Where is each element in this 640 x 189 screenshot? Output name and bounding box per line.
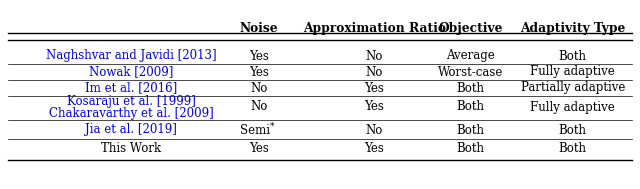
Text: No: No (365, 50, 383, 63)
Text: Jia et al. [2019]: Jia et al. [2019] (85, 123, 177, 136)
Text: Yes: Yes (249, 142, 269, 154)
Text: Yes: Yes (249, 50, 269, 63)
Text: Noise: Noise (240, 22, 278, 35)
Text: Fully adaptive: Fully adaptive (531, 101, 615, 114)
Text: Naghshvar and Javidi [2013]: Naghshvar and Javidi [2013] (46, 50, 216, 63)
Text: No: No (250, 101, 268, 114)
Text: No: No (365, 66, 383, 78)
Text: Im et al. [2016]: Im et al. [2016] (85, 81, 177, 94)
Text: Both: Both (559, 50, 587, 63)
Text: Nowak [2009]: Nowak [2009] (89, 66, 173, 78)
Text: No: No (250, 81, 268, 94)
Text: Both: Both (456, 101, 484, 114)
Text: Yes: Yes (249, 66, 269, 78)
Text: *: * (270, 122, 275, 130)
Text: Kosaraju et al. [1999]: Kosaraju et al. [1999] (67, 95, 196, 108)
Text: Both: Both (456, 81, 484, 94)
Text: Partially adaptive: Partially adaptive (520, 81, 625, 94)
Text: Both: Both (559, 142, 587, 154)
Text: Yes: Yes (364, 142, 385, 154)
Text: Yes: Yes (364, 81, 385, 94)
Text: This Work: This Work (101, 142, 161, 154)
Text: No: No (365, 123, 383, 136)
Text: Adaptivity Type: Adaptivity Type (520, 22, 625, 35)
Text: Objective: Objective (438, 22, 502, 35)
Text: Both: Both (456, 123, 484, 136)
Text: Chakaravarthy et al. [2009]: Chakaravarthy et al. [2009] (49, 108, 214, 121)
Text: Fully adaptive: Fully adaptive (531, 66, 615, 78)
Text: Yes: Yes (364, 101, 385, 114)
Text: Both: Both (559, 123, 587, 136)
Text: Both: Both (456, 142, 484, 154)
Text: Worst-case: Worst-case (438, 66, 503, 78)
Text: Average: Average (446, 50, 495, 63)
Text: Approximation Ratio: Approximation Ratio (303, 22, 446, 35)
Text: Semi: Semi (240, 123, 270, 136)
